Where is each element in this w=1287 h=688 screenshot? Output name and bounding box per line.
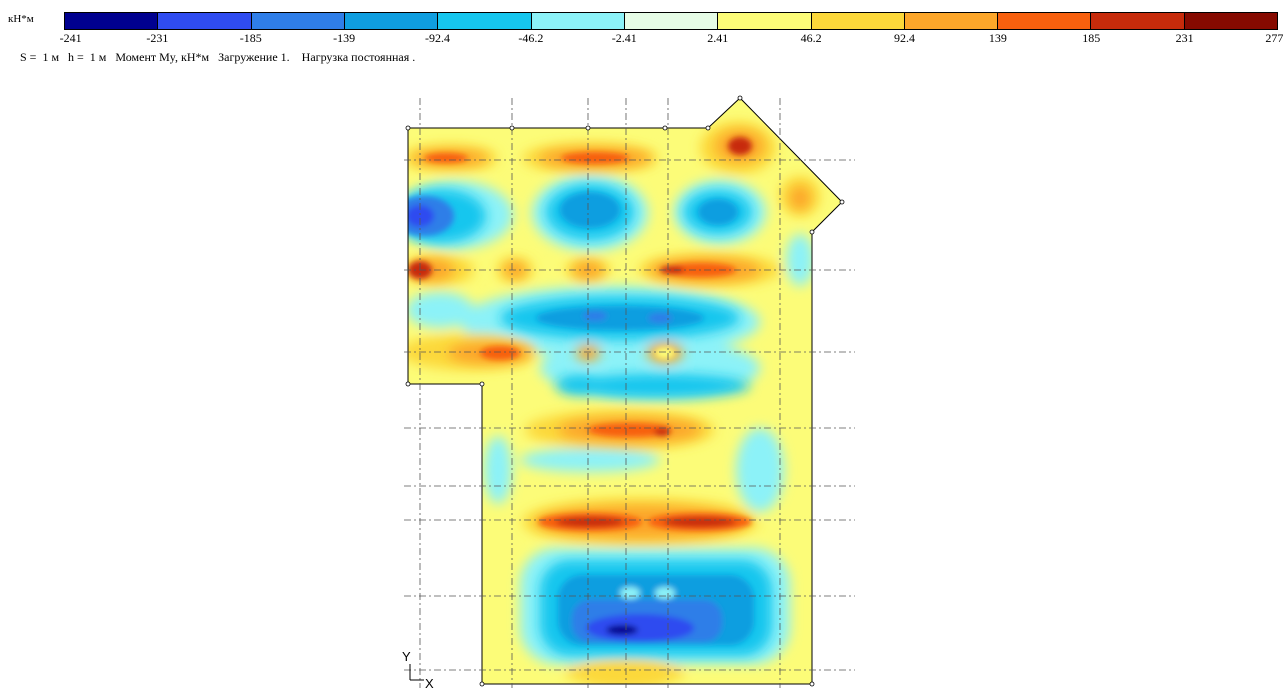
slab-field	[408, 98, 842, 684]
scale-tick-label: -231	[146, 31, 169, 45]
scale-tick-label: 2.41	[707, 31, 729, 45]
x-axis-label: X	[425, 676, 434, 688]
color-swatch-10	[998, 13, 1092, 29]
scale-tick-label: -185	[239, 31, 262, 45]
scale-tick-label: -46.2	[518, 31, 544, 45]
scale-tick-label: 185	[1082, 31, 1101, 45]
scale-tick-label: -2.41	[611, 31, 637, 45]
color-swatch-6	[624, 13, 719, 29]
color-swatch-9	[904, 13, 999, 29]
axis-triad: Y X	[402, 649, 434, 688]
scale-tick-label: -92.4	[425, 31, 451, 45]
scale-tick-label: -139	[333, 31, 356, 45]
plot-caption: S = 1 м h = 1 м Момент My, кН*м Загружен…	[20, 50, 416, 64]
grid-axes	[404, 98, 855, 688]
scale-tick-label: 92.4	[893, 31, 915, 45]
scale-tick-label: 139	[988, 31, 1007, 45]
color-swatch-0	[65, 13, 159, 29]
scale-tick-label: 277	[1265, 31, 1284, 45]
scale-tick-label: 231	[1175, 31, 1194, 45]
color-swatch-2	[251, 13, 345, 29]
legend-unit-label: кН*м	[8, 13, 34, 25]
scale-tick-label: 46.2	[800, 31, 822, 45]
y-axis-label: Y	[402, 649, 411, 664]
slab-outline	[407, 97, 843, 685]
color-swatch-12	[1184, 13, 1278, 29]
color-swatch-5	[531, 13, 625, 29]
color-swatch-8	[811, 13, 905, 29]
color-swatch-4	[438, 13, 532, 29]
color-scale-ticks: -241 -231 -185 -139 -92.4 -46.2 -2.41 2.41 46.2 9…	[60, 31, 1284, 47]
color-scale-bar	[64, 12, 1278, 30]
color-swatch-7	[718, 13, 812, 29]
scale-tick-label: -241	[59, 31, 82, 45]
slab-nodes	[405, 95, 845, 687]
color-swatch-1	[158, 13, 252, 29]
color-swatch-11	[1091, 13, 1185, 29]
color-swatch-3	[344, 13, 439, 29]
